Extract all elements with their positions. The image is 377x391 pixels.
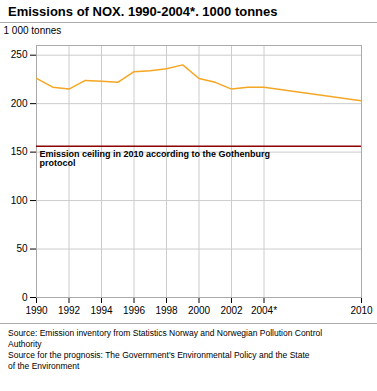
svg-text:50: 50 (16, 243, 28, 254)
svg-text:2010: 2010 (350, 305, 373, 316)
svg-text:1990: 1990 (25, 305, 48, 316)
svg-text:150: 150 (11, 146, 28, 157)
svg-text:1994: 1994 (90, 305, 113, 316)
svg-text:Emission ceiling in 2010 accor: Emission ceiling in 2010 according to th… (40, 149, 271, 168)
html-text:Source: Emission inventory fro: Source: Emission inventory from Statisti… (8, 328, 323, 371)
svg-text:200: 200 (11, 98, 28, 109)
svg-text:1996: 1996 (123, 305, 146, 316)
svg-text:1998: 1998 (155, 305, 178, 316)
svg-text:2000: 2000 (188, 305, 211, 316)
svg-text:2004*: 2004* (251, 305, 277, 316)
html-text:Emissions of NOX. 1990-2004*.: Emissions of NOX. 1990-2004*. 1000 tonne… (8, 4, 278, 19)
svg-text:2002: 2002 (220, 305, 243, 316)
svg-text:0: 0 (22, 292, 28, 303)
svg-text:1992: 1992 (58, 305, 81, 316)
svg-text:250: 250 (11, 49, 28, 60)
svg-text:1 000 tonnes: 1 000 tonnes (4, 25, 62, 36)
svg-text:100: 100 (11, 195, 28, 206)
